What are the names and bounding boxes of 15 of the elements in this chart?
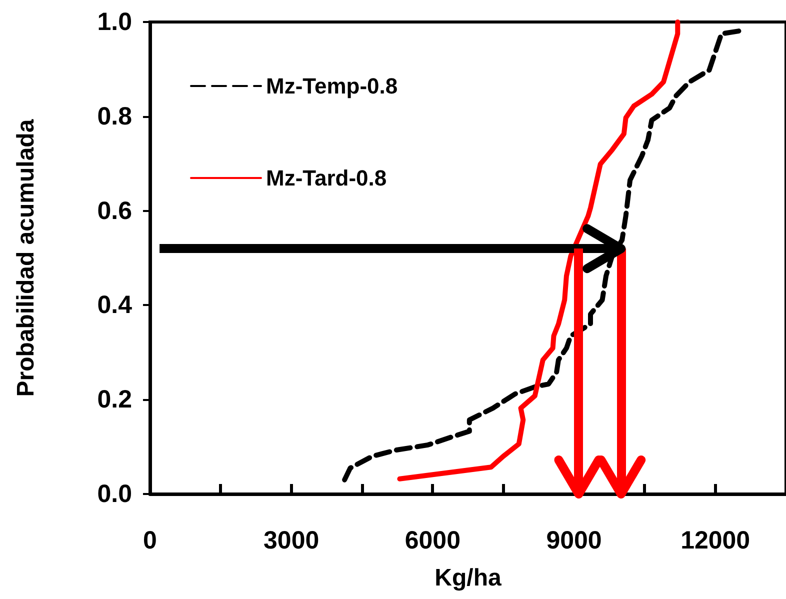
y-tick-label: 1.0 [97, 8, 132, 36]
y-tick-label: 0.6 [97, 196, 132, 225]
x-tick-label: 9000 [546, 526, 602, 554]
x-tick-label: 12000 [680, 526, 750, 554]
y-tick-label: 0.8 [97, 102, 132, 130]
x-tick-label: 3000 [264, 526, 320, 554]
y-axis-title: Probabilidad acumulada [12, 118, 40, 397]
legend-label: Mz-Tard-0.8 [266, 166, 387, 190]
legend-label: Mz-Temp-0.8 [266, 74, 398, 98]
x-tick-label: 6000 [404, 526, 460, 554]
y-tick-label: 0.4 [97, 291, 132, 320]
x-axis-title: Kg/ha [434, 564, 502, 592]
y-tick-label: 0.2 [97, 386, 132, 414]
x-tick-label: 0 [143, 526, 157, 554]
y-tick-label: 0.0 [97, 480, 132, 508]
